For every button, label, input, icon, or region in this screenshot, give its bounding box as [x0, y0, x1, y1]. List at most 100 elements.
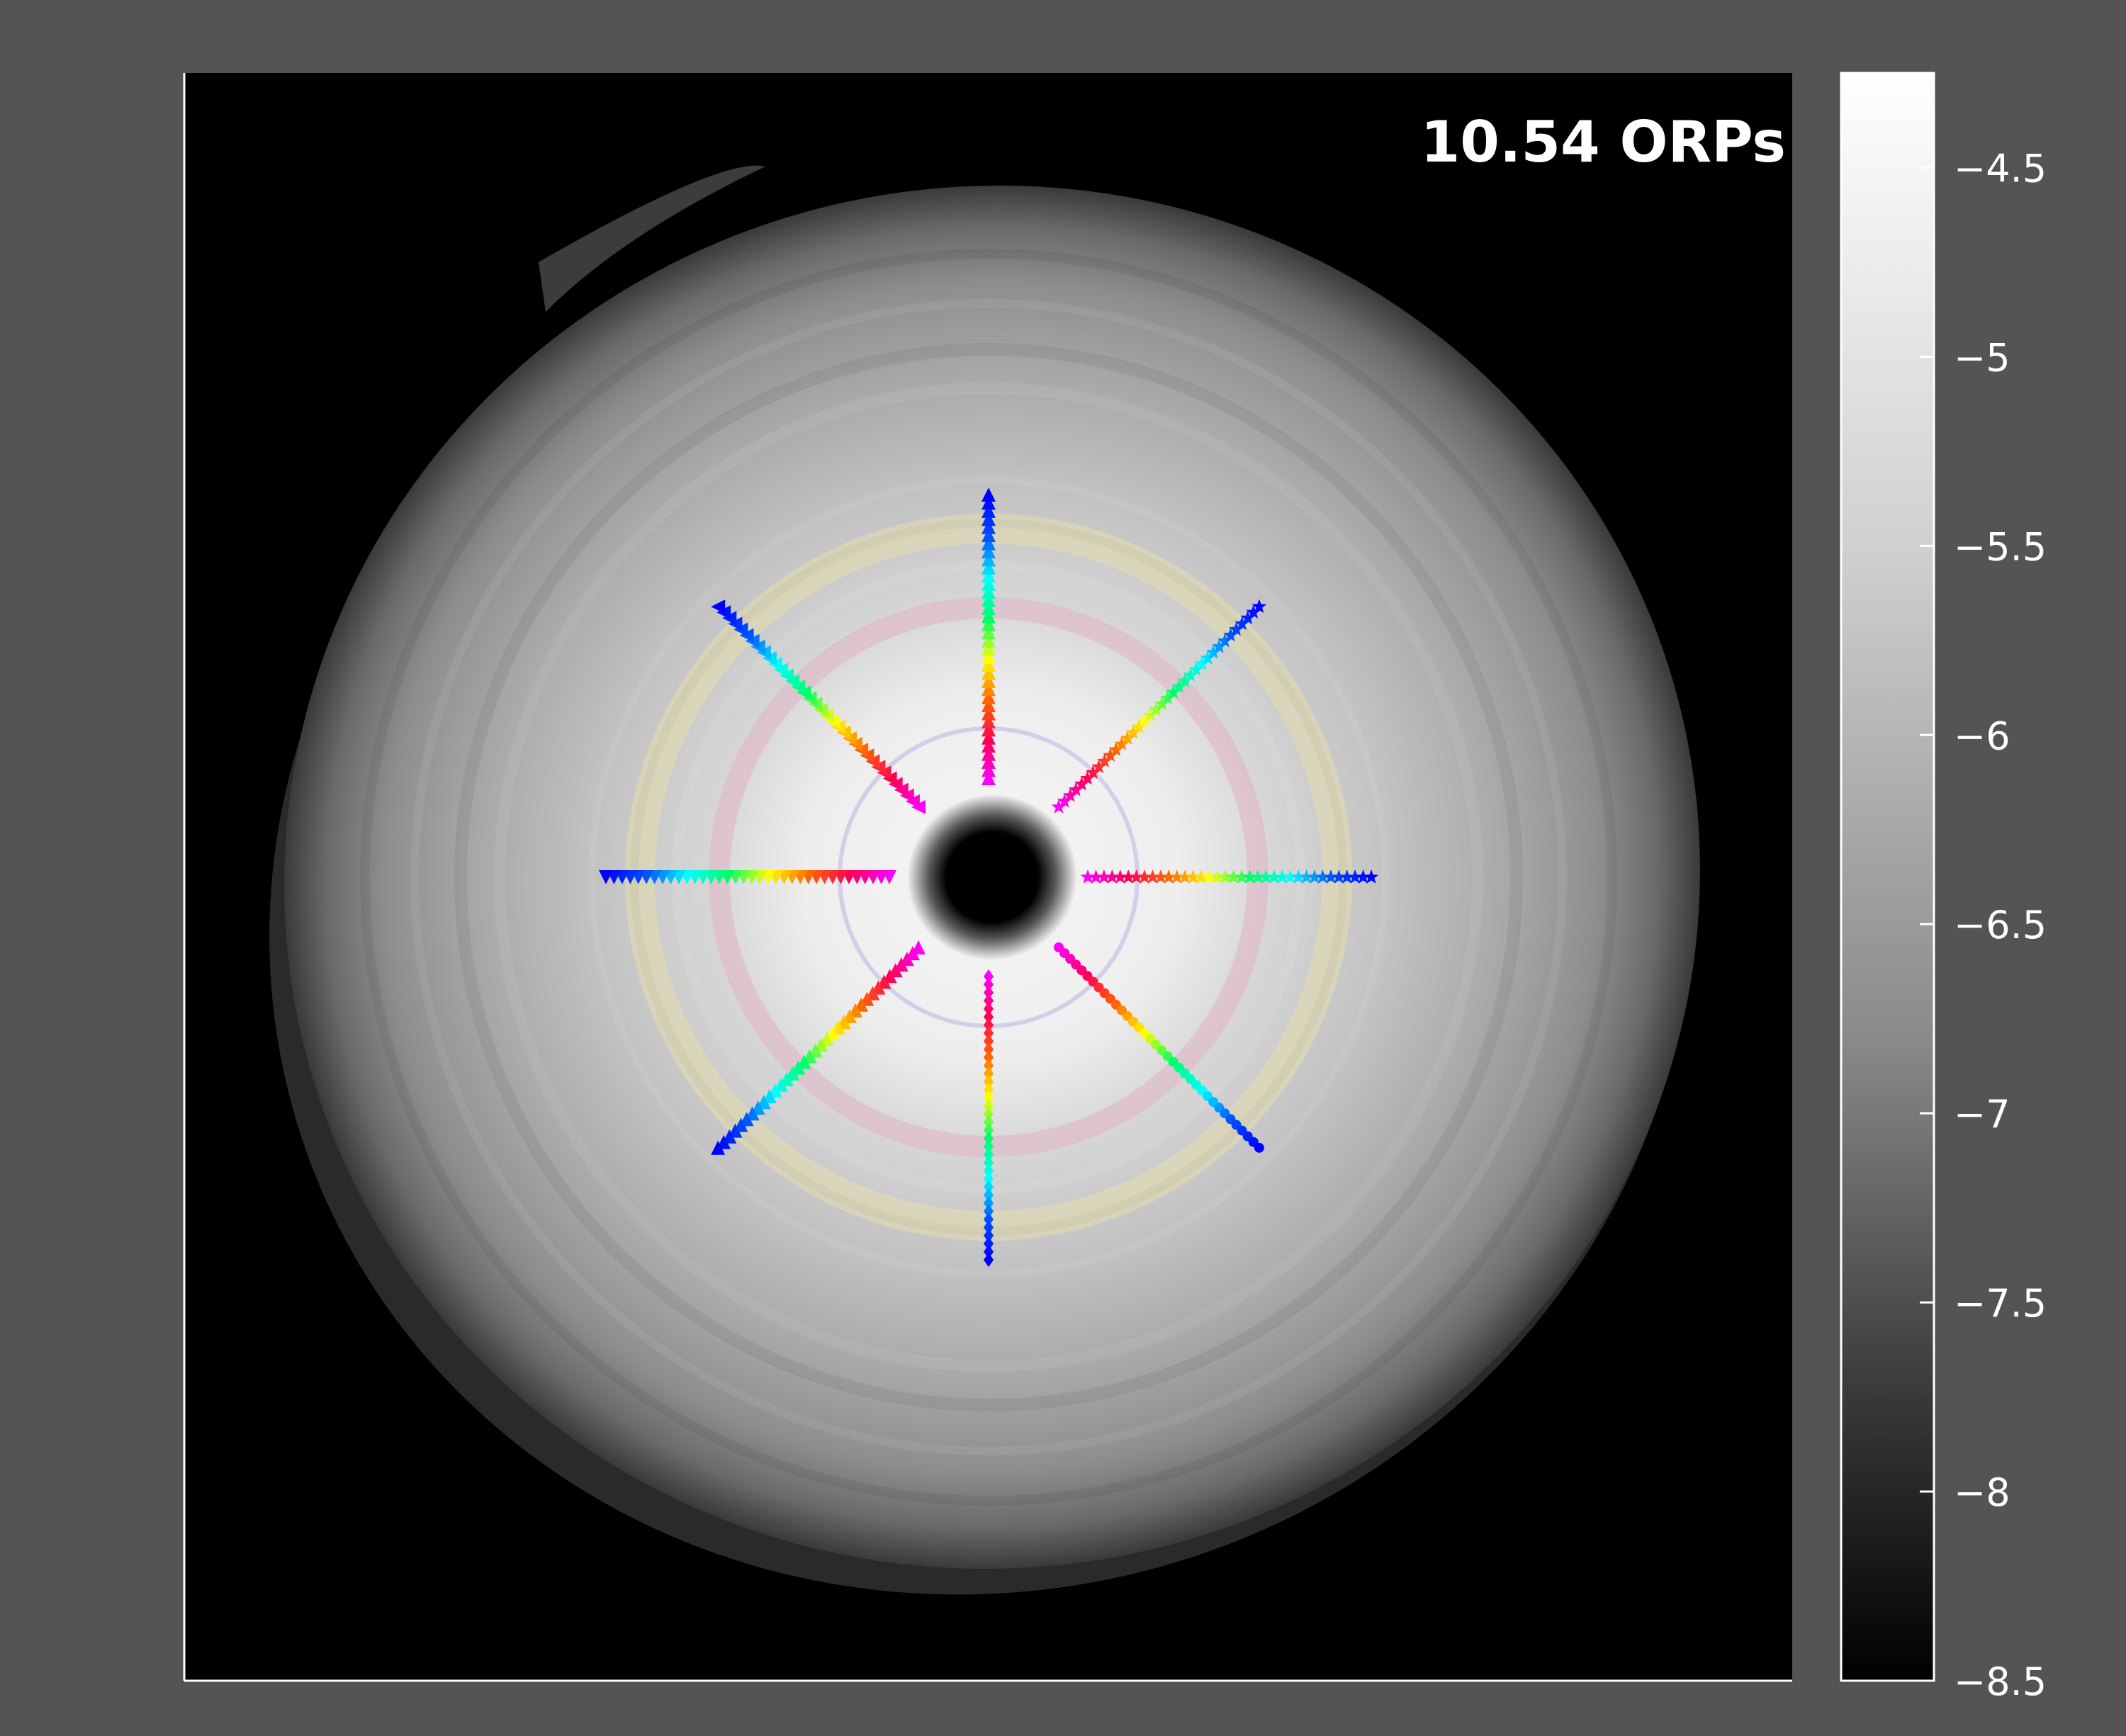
tracer-point — [982, 689, 996, 704]
tracer-point — [982, 512, 996, 526]
tracer-point — [1188, 662, 1204, 676]
tracer-point — [1161, 869, 1176, 884]
tracer-point — [982, 730, 996, 745]
tracer-point — [1137, 713, 1152, 728]
colorbar-tick-label: −4.5 — [1954, 146, 2047, 191]
tracer-point — [984, 1018, 994, 1032]
tracer-point — [984, 993, 994, 1008]
tracer-point — [984, 977, 994, 992]
tracer-point — [982, 641, 996, 656]
tracer-point — [1339, 869, 1355, 884]
tracer-point — [982, 762, 996, 777]
tracer-point — [1169, 869, 1185, 884]
tracer-point — [982, 536, 996, 551]
tracer-point — [1153, 869, 1169, 884]
tracer-point — [984, 1188, 994, 1202]
tracer-point — [1234, 616, 1250, 631]
tracer-point — [982, 609, 996, 624]
tracer-point — [1129, 869, 1144, 884]
tracer-point — [1171, 679, 1187, 694]
tracer-point — [984, 1147, 994, 1162]
tracer-point — [982, 665, 996, 680]
tracer-point — [1217, 869, 1233, 884]
tracer-point — [984, 969, 994, 983]
tracer-point — [984, 1220, 994, 1235]
tracer-point — [984, 1139, 994, 1154]
tracer-point — [982, 552, 996, 567]
tracer-point — [982, 755, 996, 770]
tracer-point — [982, 658, 996, 672]
time-annotation: 10.54 ORPs — [1421, 109, 1786, 175]
tracer-point — [984, 1026, 994, 1040]
tracer-point — [982, 706, 996, 721]
tracer-point — [982, 519, 996, 534]
tracer-point — [982, 616, 996, 631]
tracer-point — [1137, 869, 1152, 884]
tracer-point — [984, 1074, 994, 1089]
tracer-point — [1223, 627, 1238, 642]
tracer-point — [1160, 690, 1175, 705]
tracer-point — [1104, 869, 1120, 884]
central-hole — [957, 843, 1025, 911]
disk-streaks — [410, 299, 1567, 1455]
tracer-point — [1103, 748, 1118, 762]
tracer-point — [1131, 718, 1147, 733]
tracer-point — [984, 1244, 994, 1259]
colorbar-tick-label: −8.5 — [1954, 1659, 2047, 1704]
tracer-point — [1091, 759, 1106, 774]
tracer-point — [1194, 656, 1210, 670]
tracer-point — [1331, 869, 1346, 884]
tracer-point — [1200, 650, 1215, 665]
tracer-point — [982, 746, 996, 761]
tracer-point — [1062, 787, 1078, 802]
tracer-point — [1177, 673, 1193, 688]
tracer-point — [1202, 869, 1217, 884]
tracer-point — [1307, 869, 1322, 884]
tracer-point — [711, 599, 726, 614]
tracer-point — [1154, 696, 1169, 711]
tracer-point — [984, 985, 994, 1000]
tracer-point — [982, 528, 996, 543]
tracer-point — [984, 1050, 994, 1065]
tracer-point — [984, 1253, 994, 1267]
tracer-point — [982, 625, 996, 640]
tracer-point — [1186, 869, 1200, 884]
tracer-point — [984, 1236, 994, 1251]
tracer-point — [984, 1090, 994, 1105]
tracer-point — [1315, 869, 1330, 884]
tracer-point — [984, 1058, 994, 1073]
tracer-point — [1250, 869, 1266, 884]
tracer-point — [1252, 599, 1267, 614]
tracer-point — [982, 544, 996, 558]
tracer-point — [984, 1042, 994, 1056]
tracer-point — [982, 495, 996, 510]
tracer-point — [982, 698, 996, 713]
tracer-point — [1205, 644, 1221, 659]
tracer-point — [984, 1180, 994, 1195]
tracer-point — [984, 1115, 994, 1129]
tracer-point — [1193, 869, 1209, 884]
tracer-point — [984, 1171, 994, 1186]
tracer-point — [1086, 765, 1101, 779]
tracer-point — [984, 1204, 994, 1219]
tracer-point — [1254, 1142, 1264, 1153]
tracer-point — [984, 1228, 994, 1243]
tracer-point — [1096, 869, 1112, 884]
colorbar-tick-label: −6.5 — [1954, 903, 2047, 947]
tracer-point — [984, 1123, 994, 1138]
tracer-point — [1097, 753, 1113, 768]
tracer-point — [1347, 869, 1363, 884]
tracer-point — [1166, 684, 1181, 699]
tracer-point — [1177, 869, 1193, 884]
tracer-point — [1145, 869, 1160, 884]
tracer-point — [982, 673, 996, 688]
tracer-point — [1226, 869, 1242, 884]
tracer-point — [982, 649, 996, 664]
tracer-point — [984, 1083, 994, 1097]
tracer-point — [982, 576, 996, 591]
colorbar-tick-label: −6 — [1954, 714, 2010, 758]
disk-spiral-arm — [539, 165, 765, 312]
colorbar-ticks: −4.5 −5 −5.5 −6 −6.5 −7 −7.5 −8 −8.5 — [1920, 146, 2047, 1704]
tracer-point — [984, 1107, 994, 1122]
tracer-point — [982, 771, 996, 785]
